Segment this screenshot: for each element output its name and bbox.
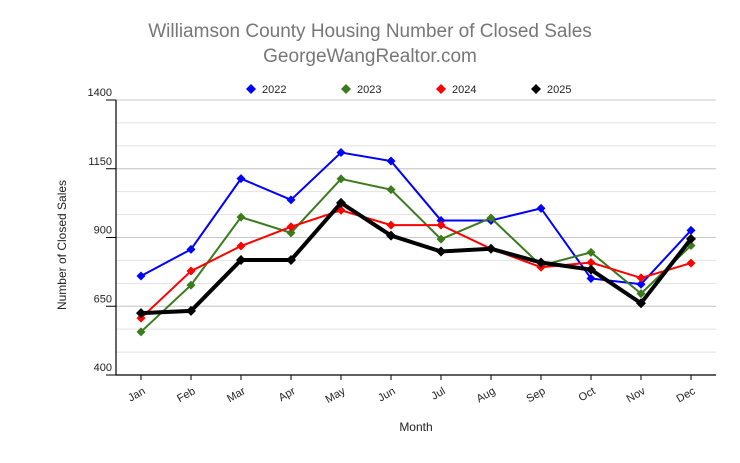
legend-label-2023: 2023 — [357, 84, 381, 96]
series-2023 — [136, 174, 696, 337]
data-point-2022-Apr — [286, 195, 296, 205]
x-tick-label: May — [324, 385, 348, 406]
data-point-2025-Feb — [186, 305, 196, 316]
data-point-2022-Nov — [636, 279, 646, 289]
data-point-2025-Nov — [636, 298, 646, 309]
y-tick-label: 1150 — [88, 156, 112, 168]
data-point-2024-Jun — [386, 220, 396, 230]
legend-label-2025: 2025 — [547, 84, 571, 96]
data-point-2024-Nov — [636, 273, 646, 283]
y-tick-label: 400 — [94, 362, 112, 374]
legend: 2022 2023 2024 2025 — [246, 84, 571, 96]
data-point-2024-Feb — [186, 266, 196, 276]
data-point-2022-Mar — [236, 174, 246, 184]
y-tick-label: 650 — [94, 293, 112, 305]
series-group — [136, 148, 696, 337]
x-tick-label: Mar — [225, 385, 248, 405]
y-tick-label: 900 — [94, 225, 112, 237]
x-tick-label: Oct — [577, 385, 598, 404]
data-point-2023-Jan — [136, 327, 146, 337]
series-2025 — [136, 197, 696, 319]
data-point-2022-Oct — [586, 273, 596, 283]
x-tick-label: Jun — [376, 385, 397, 404]
y-axis-label: Number of Closed Sales — [55, 180, 69, 310]
data-point-2024-Mar — [236, 241, 246, 251]
data-point-2022-Jun — [386, 156, 396, 166]
data-point-2023-Oct — [586, 247, 596, 257]
series-2022 — [136, 148, 696, 289]
x-axis-label: Month — [399, 420, 432, 434]
data-point-2023-Feb — [186, 280, 196, 290]
data-point-2023-Jul — [436, 234, 446, 244]
x-tick-label: Nov — [625, 385, 648, 405]
x-tick-label: Jan — [126, 385, 147, 404]
chart-subtitle: GeorgeWangRealtor.com — [263, 46, 477, 67]
data-point-2025-Aug — [486, 243, 496, 254]
legend-marker-2025 — [531, 84, 541, 94]
data-point-2025-Dec — [686, 233, 696, 244]
series-line-2022 — [140, 151, 692, 286]
series-line-2024 — [140, 209, 692, 319]
legend-marker-2023 — [341, 84, 351, 94]
gridlines — [116, 99, 716, 353]
series-line-2023 — [140, 177, 692, 333]
legend-label-2024: 2024 — [452, 84, 476, 96]
data-point-2025-Jan — [136, 308, 146, 319]
legend-marker-2024 — [436, 84, 446, 94]
data-point-2024-Dec — [686, 258, 696, 268]
series-2024 — [136, 205, 696, 323]
data-point-2024-Jul — [436, 220, 446, 230]
legend-marker-2022 — [246, 84, 256, 94]
x-tick-label: Apr — [277, 385, 298, 404]
data-point-2022-Jul — [436, 215, 446, 225]
data-point-2022-Feb — [186, 244, 196, 254]
chart-title: Williamson County Housing Number of Clos… — [148, 21, 592, 42]
data-point-2025-Jun — [386, 230, 396, 241]
data-point-2023-Jun — [386, 185, 396, 195]
x-tick-label: Dec — [675, 385, 698, 405]
x-tick-label: Aug — [475, 385, 498, 405]
x-tick-label: Sep — [525, 385, 548, 405]
data-point-2023-May — [336, 174, 346, 184]
data-point-2023-Apr — [286, 228, 296, 238]
data-point-2025-Sep — [536, 257, 546, 268]
data-point-2023-Aug — [486, 213, 496, 223]
data-point-2022-Jan — [136, 271, 146, 281]
axes: 400 650 900 1150 1400 Jan Feb Mar Apr May Jun Jul Au… — [88, 87, 716, 406]
data-point-2023-Mar — [236, 212, 246, 222]
data-point-2025-Mar — [236, 255, 246, 266]
data-point-2023-Nov — [636, 289, 646, 299]
data-point-2025-May — [336, 197, 346, 208]
x-tick-label: Feb — [175, 385, 197, 405]
data-point-2022-May — [336, 148, 346, 158]
data-point-2024-Apr — [286, 222, 296, 232]
data-point-2025-Jul — [436, 246, 446, 257]
data-point-2025-Oct — [586, 264, 596, 275]
y-tick-label: 1400 — [88, 87, 112, 99]
data-point-2025-Apr — [286, 255, 296, 266]
series-line-2025 — [140, 200, 693, 316]
x-tick-label: Jul — [429, 385, 447, 402]
data-point-2022-Sep — [536, 203, 546, 213]
data-point-2024-Oct — [586, 258, 596, 268]
legend-label-2022: 2022 — [262, 84, 286, 96]
data-point-2022-Dec — [686, 225, 696, 235]
